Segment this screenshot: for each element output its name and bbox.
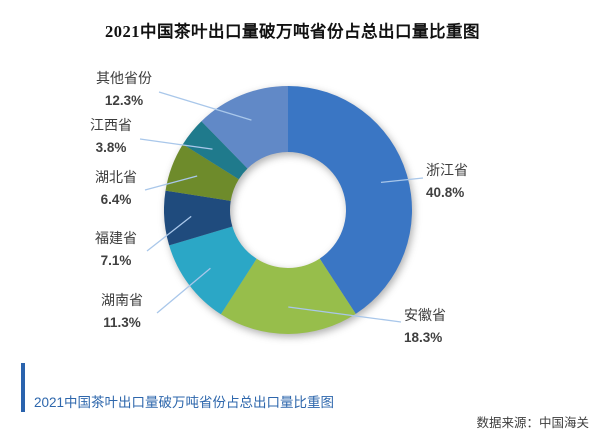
slice-label-湖南省: 湖南省 11.3% [62, 291, 182, 333]
slice-percent-value: 6.4% [100, 192, 132, 207]
leader-line-福建省 [146, 215, 192, 252]
slice-label-江西省: 江西省 3.8% [51, 116, 171, 158]
donut-slice-江西省 [182, 121, 248, 180]
slice-label-湖北省: 湖北省 6.4% [56, 168, 176, 210]
leader-line-其他省份 [158, 91, 252, 121]
leader-lines [139, 91, 424, 323]
slice-category-name: 浙江省 [426, 164, 468, 179]
slice-label-福建省: 福建省 7.1% [56, 229, 176, 271]
slice-label-浙江省: 浙江省 40.8% [426, 161, 468, 203]
chart-title: 2021中国茶叶出口量破万吨省份占总出口量比重图 [105, 22, 480, 41]
slice-percent-value: 18.3% [404, 330, 443, 345]
source-text: 数据来源：中国海关 [476, 416, 589, 430]
slice-percent-value: 7.1% [100, 253, 132, 268]
slice-category-name: 江西省 [90, 119, 132, 134]
leader-line-江西省 [139, 138, 213, 150]
donut-slice-湖南省 [169, 226, 257, 315]
slice-label-安徽省: 安徽省 18.3% [404, 306, 446, 348]
leader-line-浙江省 [380, 177, 424, 183]
donut-slice-安徽省 [220, 258, 356, 335]
slice-category-name: 湖南省 [101, 294, 143, 309]
slice-category-name: 安徽省 [404, 309, 446, 324]
donut-slices [164, 86, 412, 335]
slice-category-name: 其他省份 [96, 72, 152, 87]
caption-accent-bar [21, 363, 25, 412]
slice-percent-value: 3.8% [95, 140, 127, 155]
slice-category-name: 湖北省 [95, 171, 137, 186]
donut-slice-福建省 [164, 190, 233, 246]
slice-percent-value: 11.3% [103, 315, 141, 330]
slice-percent-value: 40.8% [426, 185, 465, 200]
donut-slice-湖北省 [165, 144, 239, 201]
caption-text: 2021中国茶叶出口量破万吨省份占总出口量比重图 [34, 395, 335, 410]
slice-percent-value: 12.3% [104, 93, 144, 108]
leader-line-安徽省 [288, 306, 402, 323]
slice-label-其他省份: 其他省份 12.3% [64, 69, 184, 111]
slice-category-name: 福建省 [95, 232, 137, 247]
leader-line-湖南省 [156, 267, 211, 314]
leader-line-湖北省 [144, 175, 198, 191]
donut-slice-浙江省 [288, 86, 412, 314]
donut-slice-其他省份 [201, 86, 288, 169]
